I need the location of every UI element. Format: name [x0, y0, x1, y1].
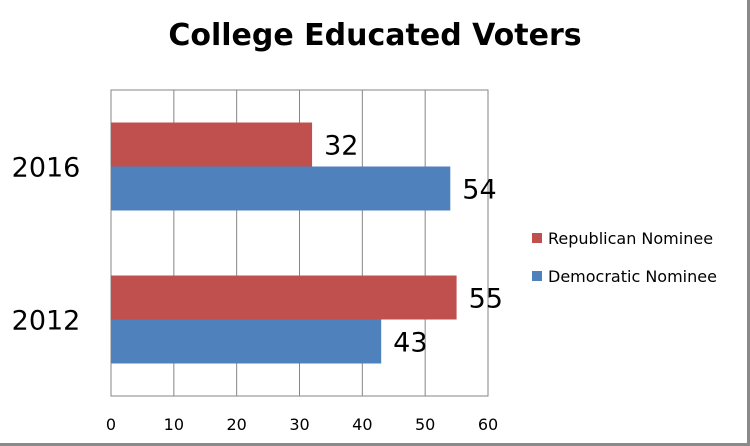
x-tick-label-20: 20 — [226, 415, 246, 434]
bar-2012-republican — [111, 275, 457, 320]
chart-title: College Educated Voters — [168, 18, 582, 53]
data-label-2016-republican: 32 — [324, 131, 358, 162]
x-tick-label-50: 50 — [415, 415, 435, 434]
x-tick-label-30: 30 — [289, 415, 309, 434]
bar-2016-republican — [111, 122, 313, 167]
x-tick-label-10: 10 — [164, 415, 184, 434]
x-tick-label-60: 60 — [478, 415, 498, 434]
legend-swatch-democratic — [532, 271, 542, 281]
legend-item-democratic: Democratic Nominee — [532, 266, 717, 286]
legend: Republican Nominee Democratic Nominee — [532, 228, 717, 304]
legend-swatch-republican — [532, 233, 542, 243]
legend-label-republican: Republican Nominee — [548, 228, 714, 248]
y-category-label-2012: 2012 — [12, 306, 81, 337]
legend-label-democratic: Democratic Nominee — [548, 266, 717, 286]
x-tick-label-0: 0 — [106, 415, 116, 434]
x-tick-label-40: 40 — [352, 415, 372, 434]
data-label-2016-democratic: 54 — [462, 175, 496, 206]
data-label-2012-republican: 55 — [469, 284, 503, 315]
data-label-2012-democratic: 43 — [393, 328, 427, 359]
bar-2016-democratic — [111, 166, 451, 211]
y-category-label-2016: 2016 — [12, 153, 81, 184]
legend-item-republican: Republican Nominee — [532, 228, 717, 248]
bar-2012-democratic — [111, 319, 382, 364]
